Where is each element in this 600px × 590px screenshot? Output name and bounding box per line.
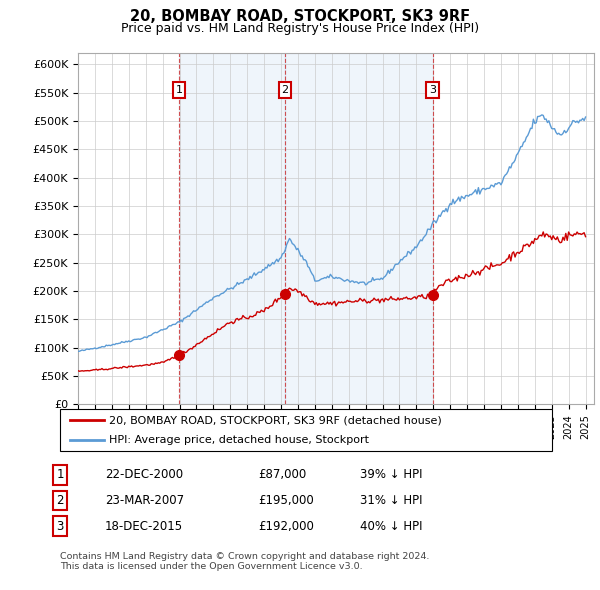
Text: 31% ↓ HPI: 31% ↓ HPI	[360, 494, 422, 507]
Text: Price paid vs. HM Land Registry's House Price Index (HPI): Price paid vs. HM Land Registry's House …	[121, 22, 479, 35]
Text: £87,000: £87,000	[258, 468, 306, 481]
Text: Contains HM Land Registry data © Crown copyright and database right 2024.
This d: Contains HM Land Registry data © Crown c…	[60, 552, 430, 571]
Text: 23-MAR-2007: 23-MAR-2007	[105, 494, 184, 507]
Text: 2: 2	[281, 85, 289, 95]
Text: £192,000: £192,000	[258, 520, 314, 533]
Bar	[179, 53, 285, 404]
Bar	[285, 53, 433, 404]
Text: 39% ↓ HPI: 39% ↓ HPI	[360, 468, 422, 481]
Text: 40% ↓ HPI: 40% ↓ HPI	[360, 520, 422, 533]
Text: 20, BOMBAY ROAD, STOCKPORT, SK3 9RF (detached house): 20, BOMBAY ROAD, STOCKPORT, SK3 9RF (det…	[109, 415, 442, 425]
Text: 3: 3	[56, 520, 64, 533]
Text: 2: 2	[56, 494, 64, 507]
Text: 1: 1	[176, 85, 182, 95]
Text: HPI: Average price, detached house, Stockport: HPI: Average price, detached house, Stoc…	[109, 435, 369, 445]
Text: 3: 3	[429, 85, 436, 95]
Text: 22-DEC-2000: 22-DEC-2000	[105, 468, 183, 481]
Text: 20, BOMBAY ROAD, STOCKPORT, SK3 9RF: 20, BOMBAY ROAD, STOCKPORT, SK3 9RF	[130, 9, 470, 24]
Text: 1: 1	[56, 468, 64, 481]
Text: 18-DEC-2015: 18-DEC-2015	[105, 520, 183, 533]
Text: £195,000: £195,000	[258, 494, 314, 507]
